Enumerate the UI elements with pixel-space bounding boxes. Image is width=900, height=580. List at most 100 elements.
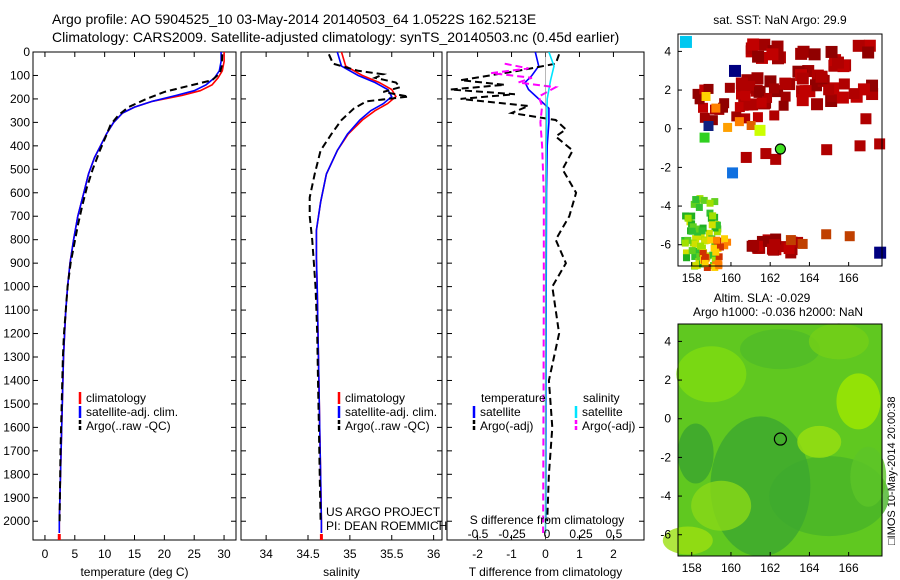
sst_map-xtick-label: 166	[839, 271, 859, 285]
sst-cell	[689, 223, 697, 231]
temperature-xtick-label: 5	[71, 547, 78, 561]
sla-blob	[850, 446, 887, 507]
sst-cell	[709, 212, 717, 220]
sla-blob	[691, 480, 752, 531]
sst-cell	[734, 102, 745, 113]
depth-tick-label: 1400	[3, 373, 30, 387]
sst-cell	[752, 112, 763, 123]
sst-cell	[831, 56, 844, 69]
sst-cell	[860, 113, 872, 125]
sst-cell	[780, 91, 791, 102]
depth-tick-label: 100	[10, 68, 30, 82]
sla_map-ytick-label: 0	[664, 412, 671, 426]
sst-cell	[684, 214, 692, 222]
sst-cell	[701, 259, 709, 267]
sla_map-frame	[677, 323, 883, 557]
sst-cell	[711, 198, 719, 206]
sst-cell	[701, 92, 711, 101]
depth-tick-label: 2000	[3, 514, 30, 528]
sst-cell	[727, 167, 739, 179]
salinity-frame	[240, 51, 443, 541]
sla_map-xtick-label: 164	[799, 561, 819, 575]
sst_map-ytick-label: 4	[664, 44, 671, 58]
sst-cell	[703, 83, 714, 94]
sst-cell	[688, 227, 696, 235]
temperature-legend-satellite: satellite-adj. clim.	[86, 405, 178, 419]
sla-map-subtitle: Argo h1000: -0.036 h2000: NaN	[693, 305, 863, 319]
difference-top-label: S difference from climatology	[470, 513, 625, 527]
depth-tick-label: 1500	[3, 397, 30, 411]
temperature-xtick-label: 25	[188, 547, 202, 561]
difference-top-tick-label: 0.25	[569, 527, 593, 541]
sst-cell	[718, 102, 729, 113]
sst-cell	[708, 221, 716, 229]
sla_map-ytick-label: -2	[660, 450, 671, 464]
title-line-1: Argo profile: AO 5904525_10 03-May-2014 …	[52, 11, 537, 27]
difference-top-tick-label: -0.5	[468, 527, 489, 541]
depth-tick-label: 0	[23, 45, 30, 59]
sst-cell	[736, 81, 747, 92]
annotation-pi: PI: DEAN ROEMMICH	[326, 519, 447, 533]
difference-legend-t-argo: Argo(-adj)	[480, 419, 533, 433]
salinity-xtick-label: 34.5	[296, 547, 320, 561]
sst_map-cells	[679, 35, 887, 271]
temperature-xtick-label: 10	[98, 547, 112, 561]
sst-cell	[746, 121, 756, 130]
salinity-legend-satellite: satellite-adj. clim.	[345, 405, 437, 419]
sst-cell	[766, 48, 779, 61]
depth-tick-label: 1900	[3, 491, 30, 505]
sst-cell	[691, 240, 699, 248]
depth-tick-label: 1700	[3, 444, 30, 458]
sst_map-xtick-label: 158	[682, 271, 702, 285]
temperature-legend-climatology: climatology	[86, 391, 146, 405]
sst-cell	[740, 151, 752, 163]
difference-legend-s-satellite: satellite	[582, 405, 623, 419]
sst-cell	[758, 38, 771, 51]
sst-cell	[721, 235, 729, 243]
sst-cell	[740, 90, 751, 101]
difference-xtick-label: 0	[542, 547, 549, 561]
depth-tick-label: 800	[10, 233, 30, 247]
sst-cell	[768, 83, 779, 94]
sla_map-xtick-label: 162	[760, 561, 780, 575]
depth-tick-label: 1100	[4, 303, 30, 317]
sst-cell	[681, 239, 689, 247]
sst-cell	[734, 117, 744, 127]
temperature-xtick-label: 15	[128, 547, 142, 561]
sst-cell	[711, 263, 719, 271]
sst-cell	[731, 111, 742, 122]
salinity-series-argo-raw-qc-	[308, 53, 409, 522]
sst-cell	[721, 242, 729, 250]
sla_map-xtick-label: 166	[839, 561, 859, 575]
sla-blob	[662, 526, 713, 555]
salinity-xtick-label: 35	[343, 547, 357, 561]
sst_map-ytick-label: -4	[660, 199, 671, 213]
sla-blob	[740, 329, 820, 370]
temperature-series-argo-raw-qc-	[58, 54, 224, 522]
depth-tick-label: 600	[10, 186, 30, 200]
difference-legend-t-satellite: satellite	[480, 405, 521, 419]
difference-top-tick-label: 0	[544, 527, 551, 541]
sst-cell	[769, 110, 780, 121]
sst-cell	[713, 228, 721, 236]
sla-blob	[836, 373, 881, 430]
sst_map-ytick-label: 0	[664, 122, 671, 136]
temperature-xlabel: temperature (deg C)	[80, 565, 188, 579]
sst-cell	[752, 50, 765, 63]
sst-cell	[743, 100, 754, 111]
sst-cell	[844, 231, 855, 242]
sst-cell	[711, 103, 721, 113]
sst-cell	[697, 242, 705, 250]
depth-tick-label: 900	[10, 256, 30, 270]
sst-cell	[745, 80, 756, 91]
sst-cell	[710, 244, 718, 252]
sst-argo-position-marker	[774, 143, 786, 155]
sst-cell	[808, 48, 821, 61]
sla_map-xtick-label: 158	[682, 561, 702, 575]
sst-cell	[821, 144, 833, 156]
salinity-legend-climatology: climatology	[345, 391, 405, 405]
difference-legend-header-salinity: salinity	[583, 391, 620, 405]
sla_map-ytick-label: -6	[660, 528, 671, 542]
sst_map-xtick-label: 160	[721, 271, 741, 285]
sst-cell	[723, 122, 733, 132]
